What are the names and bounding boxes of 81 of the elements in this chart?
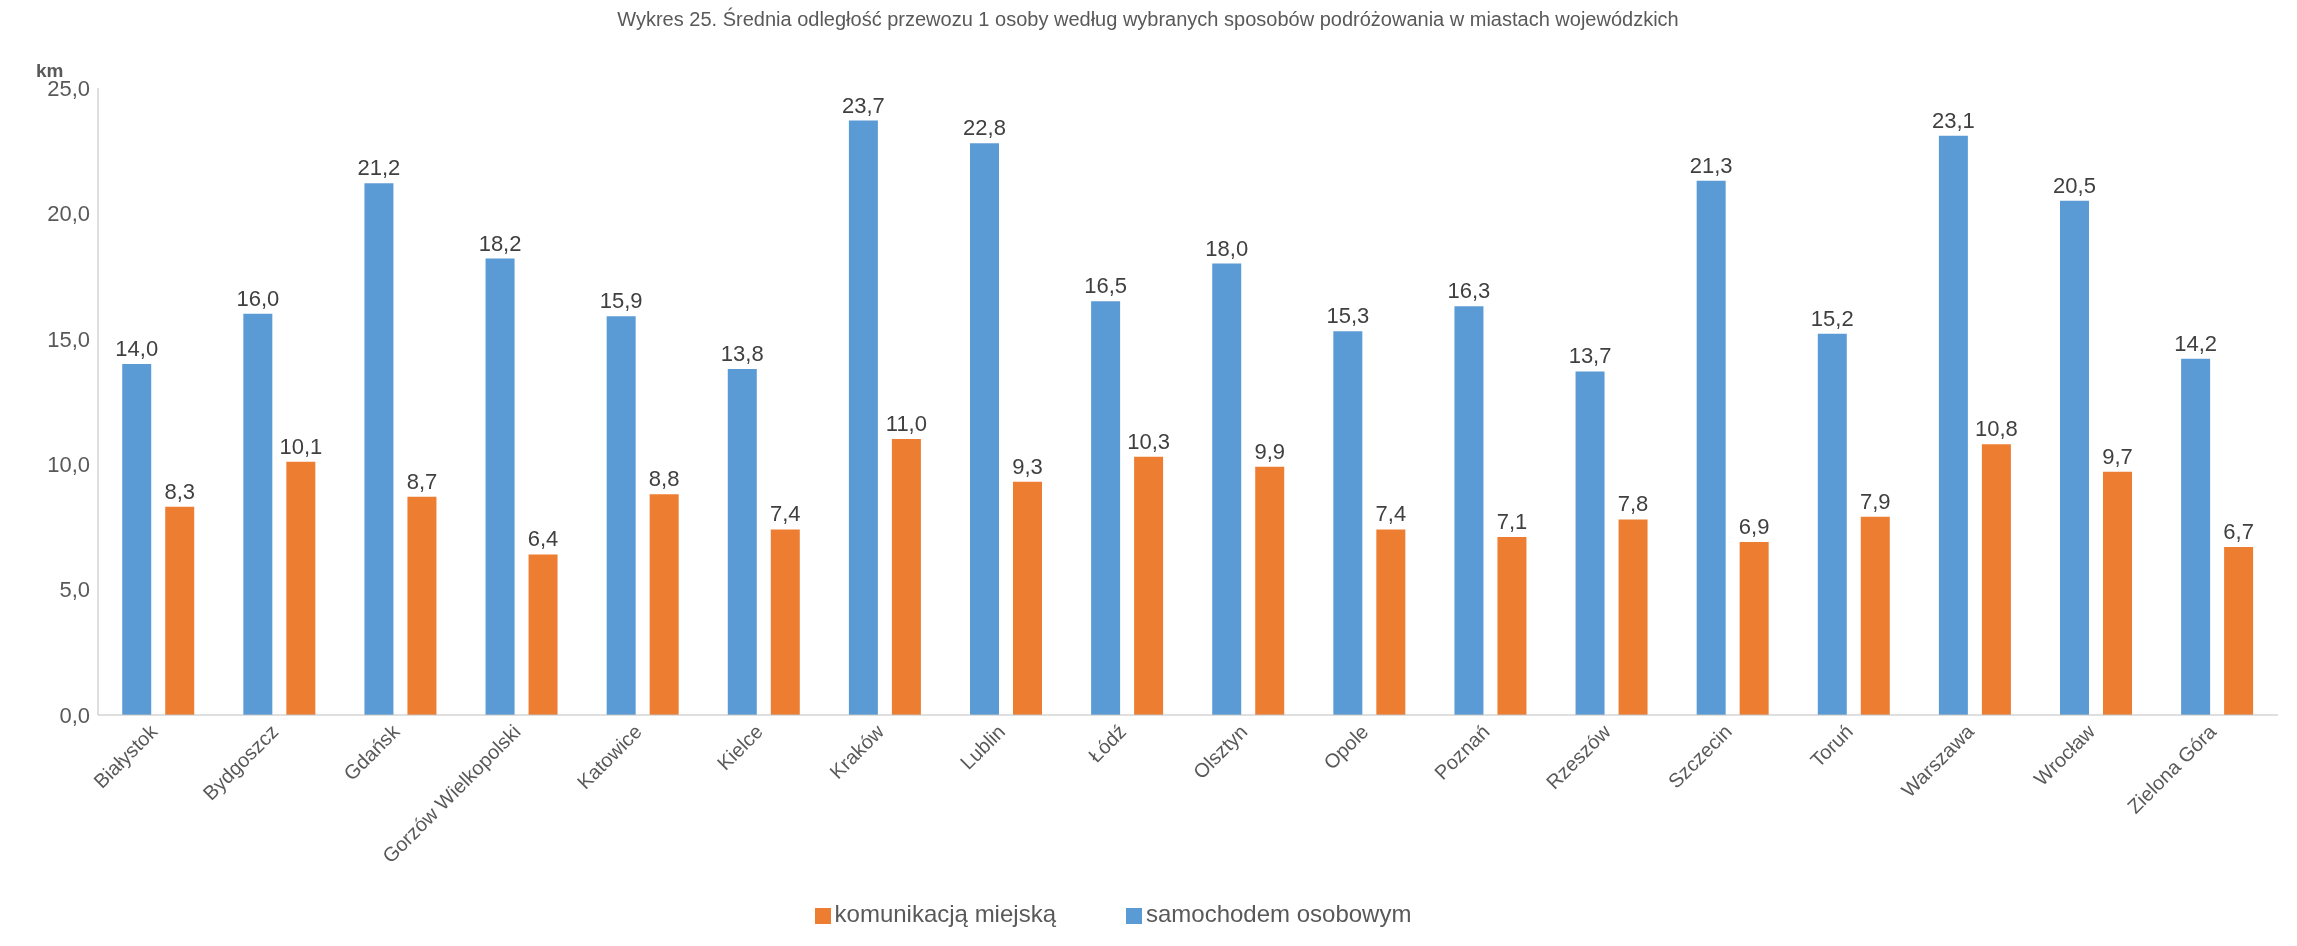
bar [243,313,273,715]
data-label: 18,0 [1205,235,1249,261]
data-label: 13,7 [1568,343,1612,369]
bar [1817,333,1847,715]
data-label: 7,4 [1375,501,1407,527]
bar [1255,466,1285,715]
bar [1575,371,1605,715]
data-label: 15,3 [1326,303,1370,329]
data-label: 7,4 [769,501,801,527]
bar [528,554,558,715]
data-label: 13,8 [720,340,764,366]
bar [1091,301,1121,715]
y-tick-label: 20,0 [47,201,90,227]
bar [2060,200,2089,715]
bar [1376,529,1406,715]
data-label: 9,3 [1012,453,1043,479]
data-label: 6,7 [2223,518,2254,544]
data-label: 9,7 [2102,443,2133,469]
bar [1739,541,1769,715]
data-label: 8,3 [164,478,196,504]
bar [122,363,152,715]
data-label: 16,5 [1084,273,1128,299]
bar [1013,481,1042,715]
bar [2103,471,2132,715]
y-tick-label: 0,0 [59,702,90,728]
data-label: 15,9 [599,288,643,314]
data-label: 18,2 [478,230,522,256]
bar [286,461,316,715]
data-label: 20,5 [2053,172,2096,198]
bar [770,529,800,715]
bar [649,494,679,715]
bar [1333,331,1363,715]
bar [970,143,999,715]
chart-title: Wykres 25. Średnia odległość przewozu 1 osoby według wybranych sposobów podróżowania w miastach wojewódzkich [616,8,1680,31]
data-label: 9,9 [1254,438,1286,464]
legend-label: komunikacją miejską [834,900,1056,927]
data-label: 7,9 [1859,488,1891,514]
data-label: 7,8 [1617,491,1649,517]
data-label: 15,2 [1810,305,1854,331]
data-label: 16,0 [236,285,280,311]
bar [485,258,515,715]
legend-label: samochodem osobowym [1145,900,1412,927]
y-axis-title: km [36,60,64,81]
data-label: 22,8 [963,115,1006,141]
data-label: 8,8 [648,466,680,492]
bar [848,120,878,715]
bar [891,439,921,715]
bar [1938,135,1968,715]
bar [727,368,757,715]
data-label: 21,3 [1689,152,1733,178]
data-label: 21,2 [357,155,401,181]
y-tick-label: 5,0 [59,577,90,603]
data-label: 14,2 [2174,330,2218,356]
data-label: 16,3 [1447,278,1491,304]
data-label: 11,0 [885,411,927,437]
data-label: 8,7 [406,468,438,494]
bar [1981,444,2011,715]
bar [2181,358,2211,715]
y-tick-label: 10,0 [47,452,90,478]
bar [1134,456,1164,715]
data-label: 23,1 [1931,107,1975,133]
bar [2224,546,2254,715]
data-label: 6,9 [1738,513,1770,539]
bar [1860,516,1890,715]
bar [1696,180,1726,715]
bar [1212,263,1242,715]
data-label: 10,3 [1127,428,1171,454]
bar [1618,519,1648,715]
data-label: 23,7 [841,92,885,118]
data-label: 14,0 [115,335,159,361]
data-label: 10,8 [1974,416,2018,442]
bar [407,496,437,715]
bar [606,316,636,715]
data-label: 10,1 [279,433,323,459]
bar [1454,306,1484,715]
bar [364,183,394,715]
bar [165,506,195,715]
data-label: 6,4 [527,526,559,552]
data-label: 7,1 [1496,508,1528,534]
bar [1497,536,1527,715]
y-tick-label: 15,0 [47,326,90,352]
